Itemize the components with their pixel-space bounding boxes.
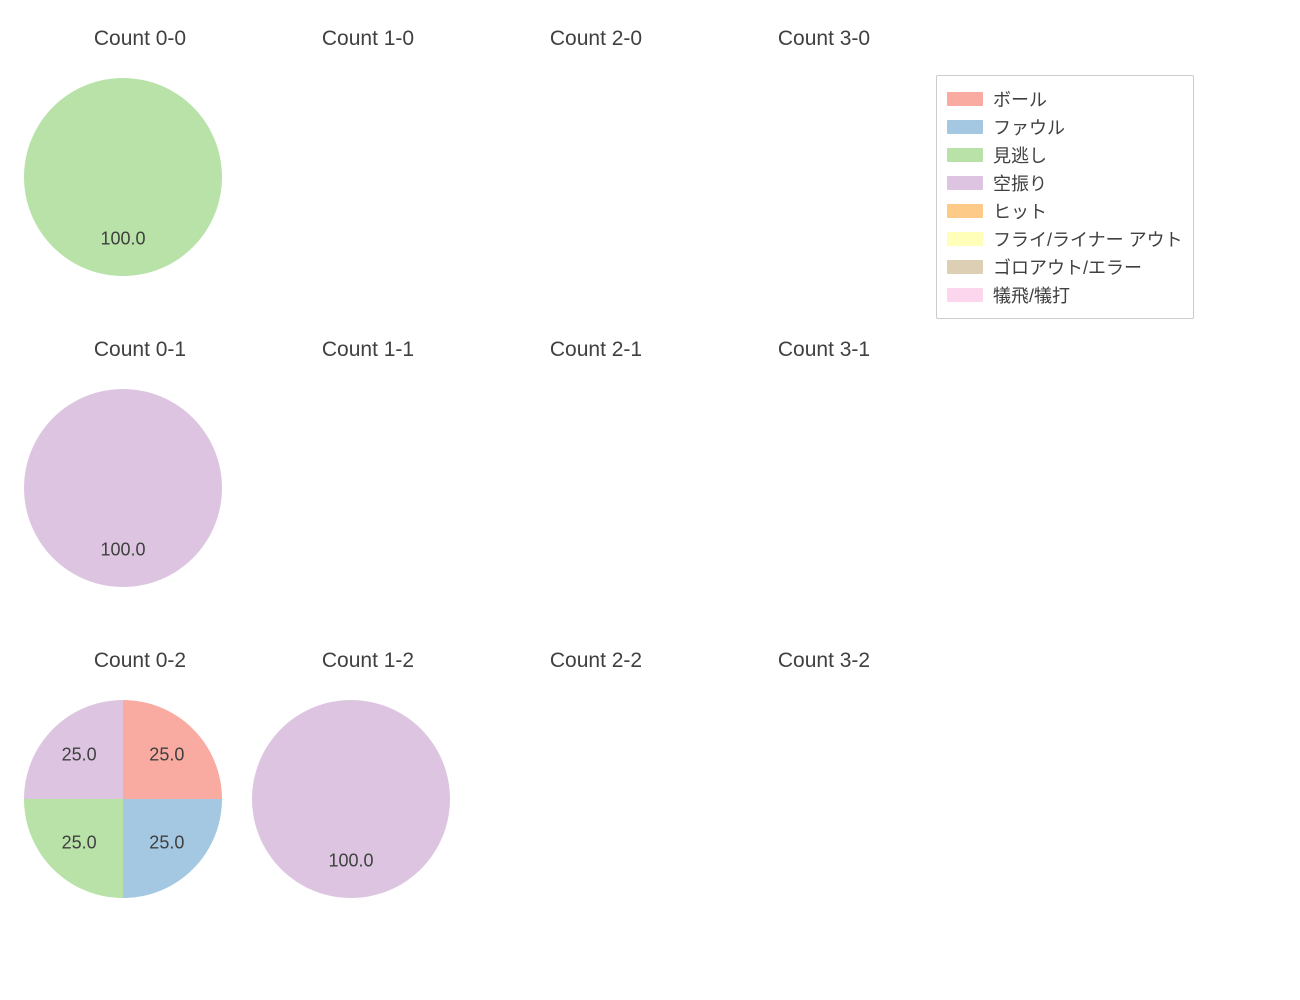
- legend-swatch: [947, 120, 983, 134]
- cell-title: Count 3-0: [778, 27, 870, 51]
- pie-chart: 100.0: [24, 389, 222, 587]
- legend-item: ファウル: [947, 114, 1183, 140]
- slice-label: 100.0: [100, 229, 145, 250]
- cell-title: Count 1-1: [322, 338, 414, 362]
- legend-label: 見逃し: [993, 142, 1047, 168]
- pie-chart: 100.0: [24, 78, 222, 276]
- slice-label: 25.0: [149, 745, 184, 766]
- cell-title: Count 0-1: [94, 338, 186, 362]
- legend-swatch: [947, 232, 983, 246]
- slice-label: 100.0: [100, 540, 145, 561]
- legend-item: ヒット: [947, 198, 1183, 224]
- cell-title: Count 2-1: [550, 338, 642, 362]
- pie-chart: 25.0 25.0 25.0 25.0: [24, 700, 222, 898]
- legend-item: 見逃し: [947, 142, 1183, 168]
- legend-label: ヒット: [993, 198, 1047, 224]
- legend-swatch: [947, 148, 983, 162]
- pie-chart: 100.0: [252, 700, 450, 898]
- legend-label: 犠飛/犠打: [993, 282, 1070, 308]
- legend-item: 空振り: [947, 170, 1183, 196]
- cell-title: Count 0-0: [94, 27, 186, 51]
- cell-title: Count 0-2: [94, 649, 186, 673]
- legend-label: フライ/ライナー アウト: [993, 226, 1183, 252]
- cell-title: Count 1-2: [322, 649, 414, 673]
- legend-item: ゴロアウト/エラー: [947, 254, 1183, 280]
- legend-item: 犠飛/犠打: [947, 282, 1183, 308]
- legend-swatch: [947, 288, 983, 302]
- slice-label: 100.0: [328, 851, 373, 872]
- slice-label: 25.0: [149, 832, 184, 853]
- cell-title: Count 2-0: [550, 27, 642, 51]
- legend-item: ボール: [947, 86, 1183, 112]
- cell-title: Count 3-2: [778, 649, 870, 673]
- legend-label: ゴロアウト/エラー: [993, 254, 1142, 280]
- cell-title: Count 3-1: [778, 338, 870, 362]
- legend-swatch: [947, 260, 983, 274]
- legend-swatch: [947, 204, 983, 218]
- cell-title: Count 2-2: [550, 649, 642, 673]
- legend-label: ボール: [993, 86, 1047, 112]
- legend-label: ファウル: [993, 114, 1065, 140]
- cell-title: Count 1-0: [322, 27, 414, 51]
- legend-swatch: [947, 176, 983, 190]
- legend: ボールファウル見逃し空振りヒットフライ/ライナー アウトゴロアウト/エラー犠飛/…: [936, 75, 1194, 319]
- legend-swatch: [947, 92, 983, 106]
- legend-label: 空振り: [993, 170, 1047, 196]
- slice-label: 25.0: [62, 745, 97, 766]
- slice-label: 25.0: [62, 832, 97, 853]
- legend-item: フライ/ライナー アウト: [947, 226, 1183, 252]
